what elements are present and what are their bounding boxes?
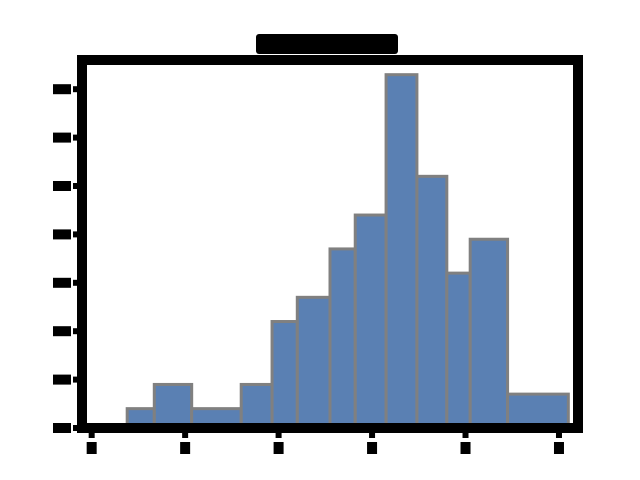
y-tick-label-4 (53, 229, 71, 240)
y-tick-label-3 (53, 277, 71, 288)
y-tick-label-5 (53, 181, 71, 191)
chart-title-glyphs (256, 34, 398, 54)
histogram-bar-12 (506, 392, 570, 430)
y-tick-label-7 (53, 84, 71, 95)
histogram-bar-1 (152, 382, 194, 430)
histogram-bar-7 (353, 213, 388, 430)
y-tick-label-1 (53, 374, 71, 385)
x-axis-ticks (86, 428, 564, 454)
x-tick-label-2 (273, 442, 284, 454)
histogram-bar-11 (468, 237, 510, 430)
y-axis-ticks (53, 84, 82, 433)
histogram-bar-5 (295, 295, 332, 430)
histogram-bar-9 (415, 174, 449, 430)
x-tick-label-0 (86, 442, 97, 454)
plot-frame (77, 55, 583, 433)
x-tick-label-5 (553, 442, 564, 454)
histogram-bar-10 (445, 271, 472, 430)
histogram-bar-8 (384, 73, 419, 430)
histogram-bar-6 (328, 247, 357, 430)
x-tick-label-4 (460, 442, 471, 454)
y-tick-label-0 (53, 423, 71, 433)
x-tick-label-3 (367, 442, 378, 454)
chart-title (256, 34, 398, 54)
histogram-bars (125, 73, 570, 430)
histogram-bar-3 (239, 382, 274, 430)
y-tick-label-6 (53, 132, 71, 143)
y-tick-label-2 (53, 326, 71, 337)
histogram-bar-4 (270, 320, 299, 430)
x-tick-label-1 (180, 442, 191, 454)
